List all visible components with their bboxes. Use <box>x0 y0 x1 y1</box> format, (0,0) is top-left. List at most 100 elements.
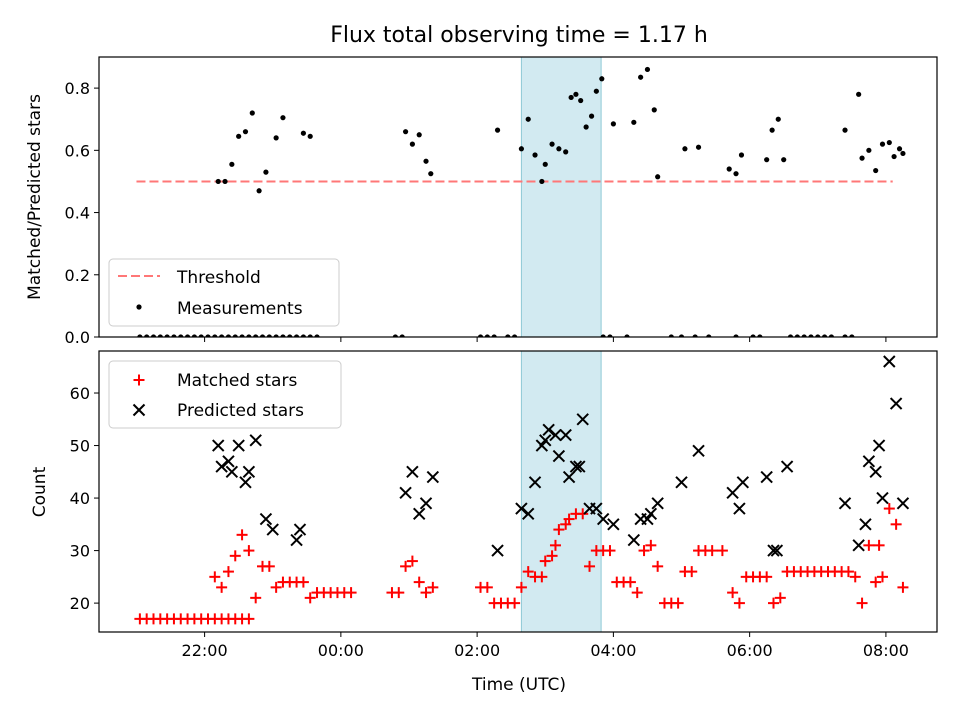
legend-predicted-label: Predicted stars <box>177 401 304 421</box>
matched-star-point <box>849 571 861 583</box>
measurement-point <box>733 334 739 337</box>
matched-star-point <box>536 571 548 583</box>
predicted-star-point <box>215 460 228 473</box>
measurement-point <box>821 334 828 337</box>
measurement-point <box>491 334 497 337</box>
measurement-point <box>808 334 814 337</box>
measurement-point <box>494 127 501 133</box>
predicted-star-point <box>838 497 852 510</box>
predicted-star-point <box>590 502 603 515</box>
predicted-star-point <box>569 460 583 473</box>
measurement-point <box>599 76 605 82</box>
measurement-point <box>624 334 630 337</box>
measurement-point <box>280 334 286 337</box>
matched-star-point <box>706 545 718 557</box>
measurement-point <box>856 91 862 97</box>
measurement-point <box>525 116 531 122</box>
measurement-point <box>866 147 872 153</box>
measurement-point <box>505 334 511 337</box>
measurement-point <box>399 334 405 337</box>
measurement-point <box>549 141 555 147</box>
bottom-xtick-label: 08:00 <box>863 641 909 660</box>
measurement-point <box>157 334 163 337</box>
measurement-point <box>873 167 879 174</box>
measurement-point <box>764 157 770 163</box>
measurement-point <box>428 171 434 177</box>
measurement-point <box>178 334 184 337</box>
measurement-point <box>610 121 616 127</box>
predicted-star-point <box>239 476 252 489</box>
measurement-point <box>781 157 787 163</box>
predicted-star-point <box>780 460 794 473</box>
matched-star-point <box>584 560 596 572</box>
measurement-point <box>184 334 191 337</box>
measurement-point <box>588 113 595 119</box>
measurement-point <box>287 334 293 337</box>
measurement-point <box>775 116 781 122</box>
matched-star-point <box>546 550 558 562</box>
matched-star-point <box>553 524 565 536</box>
matched-star-point <box>873 539 885 551</box>
top-ylabel: Matched/Predicted stars <box>25 94 45 300</box>
bottom-xtick-label: 04:00 <box>590 641 636 660</box>
measurement-point <box>583 124 589 130</box>
predicted-star-point <box>293 523 307 536</box>
matched-star-point <box>345 587 357 599</box>
measurement-point <box>219 334 225 337</box>
predicted-star-point <box>596 512 610 526</box>
measurement-point <box>668 334 674 337</box>
predicted-star-point <box>726 486 739 500</box>
matched-star-point <box>883 503 895 515</box>
bottom-xtick-label: 06:00 <box>727 641 773 660</box>
predicted-star-point <box>266 523 279 536</box>
matched-star-point <box>638 545 650 557</box>
bottom-ytick-label: 30 <box>70 542 90 561</box>
measurement-point <box>416 132 422 138</box>
matched-star-point <box>624 576 636 588</box>
bottom-ytick-label: 60 <box>70 384 90 403</box>
measurement-point <box>815 334 821 337</box>
legend-matched-label: Matched stars <box>177 371 297 391</box>
predicted-star-point <box>872 439 886 452</box>
matched-star-point <box>420 587 432 599</box>
matched-star-point <box>393 587 405 599</box>
measurement-point <box>273 135 279 141</box>
measurement-point <box>280 115 286 121</box>
measurement-point <box>726 166 732 172</box>
measurement-point <box>542 161 548 167</box>
matched-star-point <box>304 592 316 604</box>
legend-measurements-label: Measurements <box>177 299 303 319</box>
measurement-point <box>787 334 794 337</box>
predicted-star-point <box>883 355 896 368</box>
top-shaded-region <box>520 56 602 338</box>
matched-star-point <box>515 581 527 593</box>
matched-star-point <box>243 545 255 557</box>
top-ytick-label: 0.8 <box>65 79 90 98</box>
predicted-star-point <box>225 465 239 479</box>
legend-measurements-swatch <box>136 304 142 310</box>
measurement-point <box>242 129 249 135</box>
predicted-star-point <box>859 518 872 531</box>
measurement-point <box>253 334 259 337</box>
matched-star-point <box>761 571 773 583</box>
bottom-shaded-region <box>520 350 602 633</box>
matched-star-point <box>250 592 262 604</box>
matched-star-point <box>209 571 221 583</box>
measurement-point <box>198 334 204 337</box>
predicted-star-point <box>692 444 705 458</box>
measurement-point <box>539 178 545 185</box>
top-panel: 0.0 0.2 0.4 0.6 0.8 Threshold Measurements <box>65 56 938 347</box>
predicted-star-point <box>736 476 750 489</box>
measurement-points <box>137 66 906 337</box>
matched-star-point <box>604 545 616 557</box>
matched-star-point <box>716 545 728 557</box>
measurement-point <box>222 178 228 185</box>
bottom-xtick-label: 00:00 <box>318 641 364 660</box>
matched-star-point <box>297 576 309 588</box>
measurement-point <box>409 141 415 147</box>
predicted-star-point <box>522 507 535 521</box>
matched-star-point <box>870 576 882 588</box>
measurement-point <box>300 334 306 337</box>
matched-star-point <box>481 581 493 593</box>
